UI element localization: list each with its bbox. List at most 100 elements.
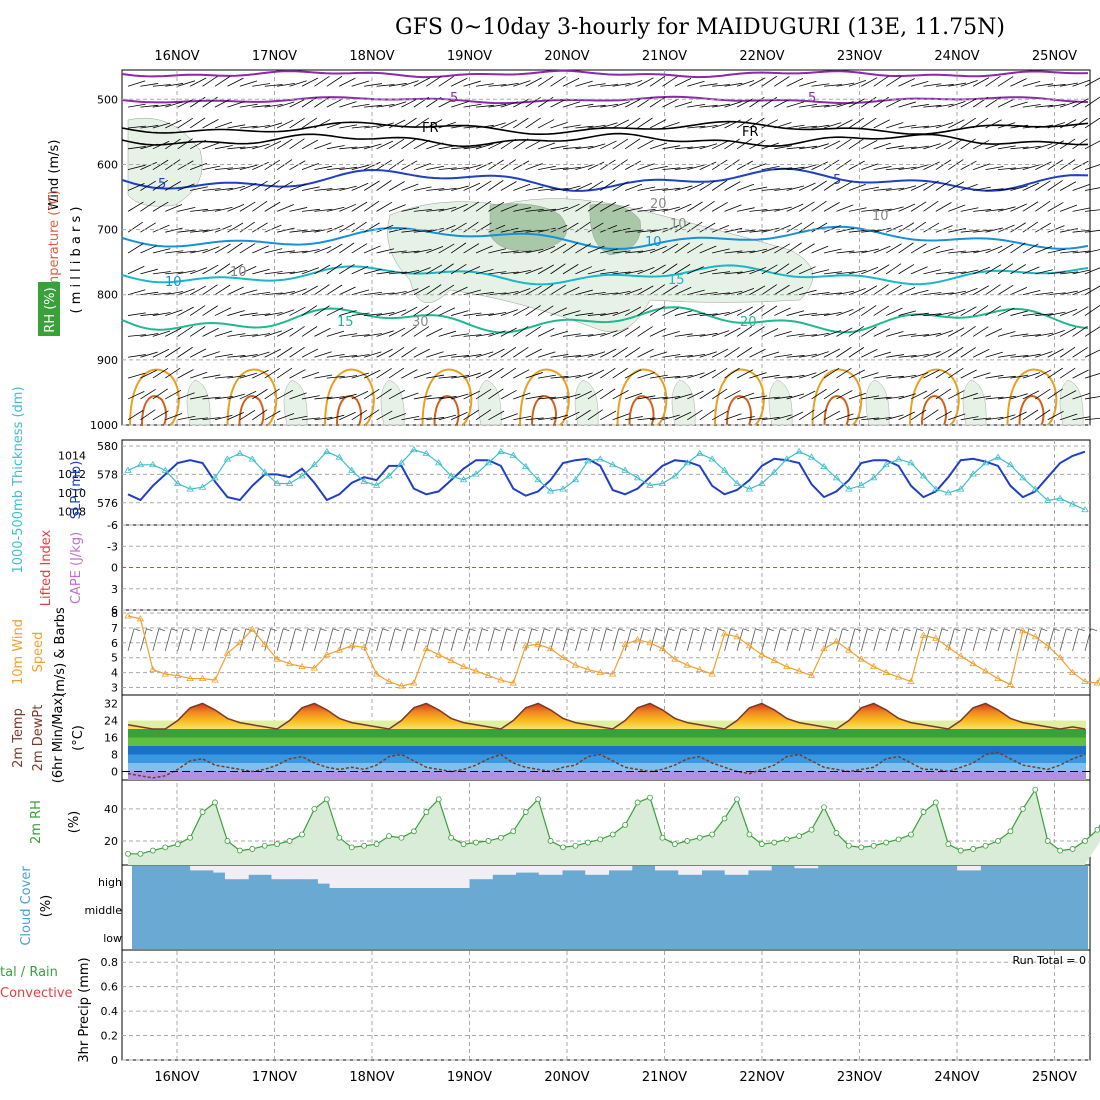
wind10-barb <box>637 628 644 651</box>
slp-point <box>1019 474 1027 481</box>
wind-barb <box>264 330 282 337</box>
wind-barb <box>612 390 629 400</box>
wind-barb <box>1072 98 1089 108</box>
wind-barb <box>189 285 207 296</box>
label-precip: 3hr Precip (mm) <box>77 957 92 1062</box>
wind-barb <box>289 270 308 275</box>
wind-barb <box>1035 161 1052 171</box>
wind-barb <box>575 201 591 212</box>
wind-barb <box>687 266 704 275</box>
wind-barb <box>127 289 146 296</box>
slp-point <box>696 449 704 456</box>
wind10-barb <box>599 628 607 651</box>
wind-barb <box>451 375 470 379</box>
wind-barb <box>214 284 231 296</box>
wind-barb <box>252 268 270 275</box>
wind10-barb <box>699 628 707 651</box>
wind-barb <box>1035 332 1054 337</box>
wind-barb <box>972 326 989 337</box>
temp-band <box>128 763 1086 772</box>
wind-barb <box>786 242 802 254</box>
wind-barb <box>749 96 765 108</box>
wind10-barb <box>904 628 911 632</box>
wind-barb <box>202 119 219 129</box>
wind-barb <box>438 243 455 254</box>
temperature-contour <box>121 120 1089 135</box>
wind-barb <box>202 351 220 358</box>
wind10-point <box>348 642 356 649</box>
wind-barb <box>699 313 718 316</box>
wind-barb <box>276 138 293 150</box>
wind-barb <box>426 246 444 254</box>
wind-barb <box>861 77 878 87</box>
wind-barb <box>301 208 320 212</box>
wind-barb <box>152 122 171 129</box>
wind10-barb <box>202 628 209 651</box>
wind-barb <box>177 160 194 171</box>
wind-barb <box>848 207 867 212</box>
wind-barb <box>438 145 457 150</box>
slp-point <box>509 451 517 458</box>
slp-point <box>894 455 903 462</box>
label-rh2m: 2m RH <box>29 800 44 844</box>
wind-barb <box>1059 367 1076 379</box>
wind-barb <box>674 411 692 421</box>
wind-barb <box>314 142 332 150</box>
wind-barb <box>451 333 469 337</box>
wind-barb <box>401 207 420 212</box>
wind10-barb <box>525 628 533 651</box>
wind-barb <box>786 124 805 129</box>
wind-barb <box>861 305 877 316</box>
wind-barb <box>612 327 629 337</box>
wind-barb <box>438 187 457 191</box>
label-wind10: 10m Wind <box>11 619 26 685</box>
wind-barb <box>401 415 420 421</box>
wind-barb <box>264 84 283 87</box>
wind-barb <box>500 346 517 358</box>
wind-barb <box>538 142 556 150</box>
rh2m-point <box>361 842 368 849</box>
wind-barb <box>674 124 693 129</box>
pressure-tick-label: 800 <box>97 289 118 302</box>
wind-barb <box>662 187 681 191</box>
wind-barb <box>339 286 356 296</box>
rh2m-point <box>734 796 740 803</box>
wind10-point <box>136 615 145 622</box>
wind-barb <box>873 188 892 191</box>
wind-barb <box>1010 310 1028 316</box>
cloud-gap <box>689 866 702 875</box>
wind10-point <box>596 668 604 676</box>
wind-barb <box>848 347 865 358</box>
wind-barb <box>351 334 370 337</box>
wind-barb <box>277 250 296 254</box>
wind-barb <box>1047 388 1063 400</box>
temperature-contour <box>129 368 180 426</box>
wind-barb <box>562 222 579 233</box>
slp-point <box>422 449 430 456</box>
wind-barb <box>202 374 221 379</box>
wind-barb <box>910 312 929 316</box>
wind10-barb <box>736 628 744 651</box>
wind-barb <box>488 388 504 400</box>
slp-tick-label: 1012 <box>58 468 86 481</box>
wind-barb <box>413 326 430 337</box>
rh2m-point <box>883 839 890 846</box>
wind-barb <box>600 292 619 296</box>
wind-barb <box>836 204 854 212</box>
wind-barb <box>674 77 692 87</box>
slp-point <box>807 453 816 460</box>
wind-barb <box>339 166 358 171</box>
wind-barb <box>463 145 482 150</box>
wind-barb <box>475 369 493 379</box>
cloud-gap <box>666 866 679 871</box>
wind-barb <box>339 242 355 254</box>
wind-barb <box>948 204 966 212</box>
wind-barb <box>562 185 581 191</box>
wind-barb <box>1072 117 1088 129</box>
cloud-gap <box>806 866 819 869</box>
wind-barb <box>960 250 979 254</box>
wind-barb <box>351 390 369 400</box>
wind-barb <box>985 227 1004 233</box>
wind-barb <box>985 119 1002 129</box>
